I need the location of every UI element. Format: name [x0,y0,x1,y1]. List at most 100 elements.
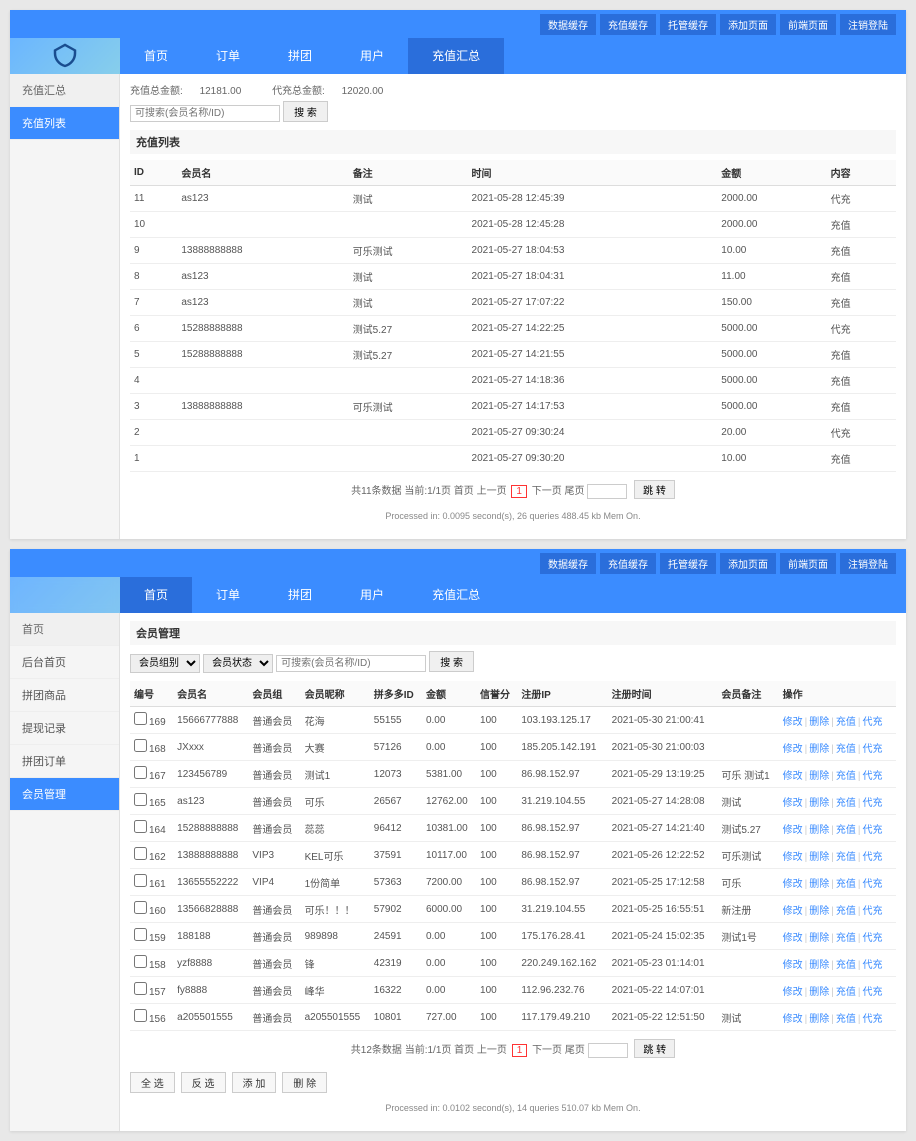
row-checkbox[interactable] [134,766,147,779]
op-link[interactable]: 修改 [783,744,803,755]
op-link[interactable]: 代充 [862,852,882,863]
op-link[interactable]: 充值 [836,933,856,944]
op-link[interactable]: 删除 [809,798,829,809]
sidebar-item[interactable]: 首页 [10,613,119,646]
nav-tab[interactable]: 首页 [120,577,192,613]
op-link[interactable]: 充值 [836,771,856,782]
op-link[interactable]: 充值 [836,744,856,755]
group-select[interactable]: 会员组别 [130,654,200,673]
op-link[interactable]: 删除 [809,852,829,863]
op-link[interactable]: 充值 [836,1014,856,1025]
op-link[interactable]: 修改 [783,771,803,782]
search-input[interactable] [276,655,426,672]
op-link[interactable]: 修改 [783,933,803,944]
page-jump-input[interactable] [588,1043,628,1058]
row-checkbox[interactable] [134,982,147,995]
op-link[interactable]: 代充 [862,744,882,755]
op-link[interactable]: 代充 [862,933,882,944]
op-link[interactable]: 代充 [862,987,882,998]
nav-tab[interactable]: 充值汇总 [408,38,504,74]
op-link[interactable]: 充值 [836,879,856,890]
nav-tab[interactable]: 用户 [336,577,408,613]
op-link[interactable]: 删除 [809,933,829,944]
op-link[interactable]: 充值 [836,906,856,917]
search-input[interactable] [130,105,280,122]
topbar-button[interactable]: 前端页面 [780,553,836,574]
op-link[interactable]: 修改 [783,960,803,971]
sidebar-item[interactable]: 拼团商品 [10,679,119,712]
sidebar-item[interactable]: 拼团订单 [10,745,119,778]
row-checkbox[interactable] [134,739,147,752]
op-link[interactable]: 删除 [809,825,829,836]
op-link[interactable]: 删除 [809,906,829,917]
op-link[interactable]: 代充 [862,717,882,728]
op-link[interactable]: 修改 [783,852,803,863]
row-checkbox[interactable] [134,955,147,968]
sidebar-item[interactable]: 会员管理 [10,778,119,811]
row-checkbox[interactable] [134,901,147,914]
op-link[interactable]: 删除 [809,960,829,971]
topbar-button[interactable]: 数据缓存 [540,553,596,574]
op-link[interactable]: 充值 [836,798,856,809]
topbar-button[interactable]: 注销登陆 [840,14,896,35]
batch-op-button[interactable]: 添 加 [232,1072,277,1093]
topbar-button[interactable]: 托管缓存 [660,553,716,574]
op-link[interactable]: 代充 [862,879,882,890]
nav-tab[interactable]: 充值汇总 [408,577,504,613]
row-checkbox[interactable] [134,712,147,725]
row-checkbox[interactable] [134,1009,147,1022]
topbar-button[interactable]: 托管缓存 [660,14,716,35]
status-select[interactable]: 会员状态 [203,654,273,673]
op-link[interactable]: 修改 [783,798,803,809]
row-checkbox[interactable] [134,793,147,806]
op-link[interactable]: 充值 [836,852,856,863]
op-link[interactable]: 充值 [836,717,856,728]
nav-tab[interactable]: 订单 [192,38,264,74]
topbar-button[interactable]: 前端页面 [780,14,836,35]
row-checkbox[interactable] [134,928,147,941]
topbar-button[interactable]: 添加页面 [720,553,776,574]
op-link[interactable]: 修改 [783,1014,803,1025]
nav-tab[interactable]: 拼团 [264,38,336,74]
row-checkbox[interactable] [134,820,147,833]
op-link[interactable]: 修改 [783,717,803,728]
op-link[interactable]: 代充 [862,825,882,836]
nav-tab[interactable]: 拼团 [264,577,336,613]
sidebar-item[interactable]: 后台首页 [10,646,119,679]
op-link[interactable]: 修改 [783,825,803,836]
op-link[interactable]: 修改 [783,879,803,890]
op-link[interactable]: 删除 [809,771,829,782]
nav-tab[interactable]: 用户 [336,38,408,74]
row-checkbox[interactable] [134,874,147,887]
nav-tab[interactable]: 订单 [192,577,264,613]
search-button[interactable]: 搜 索 [429,651,474,672]
page-jump-button[interactable]: 跳 转 [634,480,675,499]
topbar-button[interactable]: 充值缓存 [600,553,656,574]
op-link[interactable]: 删除 [809,879,829,890]
page-jump-input[interactable] [587,484,627,499]
topbar-button[interactable]: 数据缓存 [540,14,596,35]
batch-op-button[interactable]: 删 除 [282,1072,327,1093]
op-link[interactable]: 充值 [836,960,856,971]
op-link[interactable]: 删除 [809,987,829,998]
search-button[interactable]: 搜 索 [283,101,328,122]
topbar-button[interactable]: 添加页面 [720,14,776,35]
op-link[interactable]: 修改 [783,987,803,998]
row-checkbox[interactable] [134,847,147,860]
sidebar-item[interactable]: 充值列表 [10,107,119,140]
nav-tab[interactable]: 首页 [120,38,192,74]
op-link[interactable]: 代充 [862,960,882,971]
sidebar-item[interactable]: 充值汇总 [10,74,119,107]
op-link[interactable]: 充值 [836,987,856,998]
op-link[interactable]: 代充 [862,798,882,809]
topbar-button[interactable]: 充值缓存 [600,14,656,35]
op-link[interactable]: 代充 [862,1014,882,1025]
batch-op-button[interactable]: 全 选 [130,1072,175,1093]
op-link[interactable]: 代充 [862,771,882,782]
op-link[interactable]: 修改 [783,906,803,917]
op-link[interactable]: 代充 [862,906,882,917]
page-jump-button[interactable]: 跳 转 [634,1039,675,1058]
batch-op-button[interactable]: 反 选 [181,1072,226,1093]
op-link[interactable]: 删除 [809,1014,829,1025]
op-link[interactable]: 删除 [809,717,829,728]
